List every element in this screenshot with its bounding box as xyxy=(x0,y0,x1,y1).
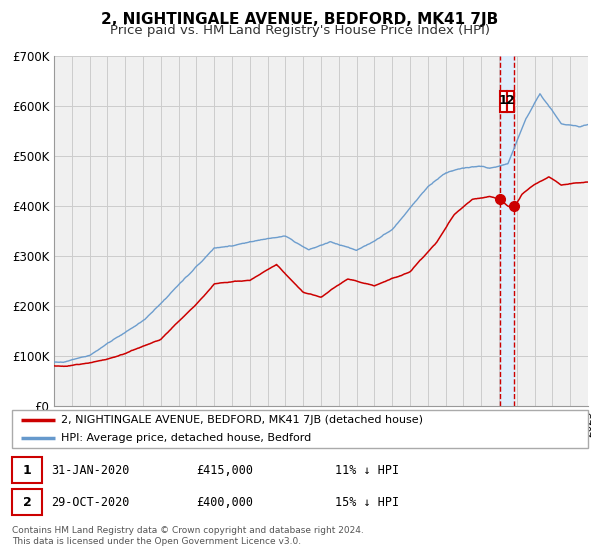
Bar xyxy=(12,457,42,483)
Text: £400,000: £400,000 xyxy=(196,496,253,508)
Text: 2, NIGHTINGALE AVENUE, BEDFORD, MK41 7JB (detached house): 2, NIGHTINGALE AVENUE, BEDFORD, MK41 7JB… xyxy=(61,415,423,425)
Text: 29-OCT-2020: 29-OCT-2020 xyxy=(51,496,130,508)
Text: 2: 2 xyxy=(23,496,31,508)
Text: 2: 2 xyxy=(506,95,515,108)
Text: HPI: Average price, detached house, Bedford: HPI: Average price, detached house, Bedf… xyxy=(61,433,311,443)
Text: 1: 1 xyxy=(499,95,508,108)
Text: 1: 1 xyxy=(23,464,31,477)
Text: £415,000: £415,000 xyxy=(196,464,253,477)
FancyBboxPatch shape xyxy=(506,91,514,111)
Text: 31-JAN-2020: 31-JAN-2020 xyxy=(51,464,130,477)
Text: 11% ↓ HPI: 11% ↓ HPI xyxy=(335,464,398,477)
Bar xyxy=(500,56,514,406)
Bar xyxy=(12,489,42,515)
Text: Price paid vs. HM Land Registry's House Price Index (HPI): Price paid vs. HM Land Registry's House … xyxy=(110,24,490,37)
Text: 2, NIGHTINGALE AVENUE, BEDFORD, MK41 7JB: 2, NIGHTINGALE AVENUE, BEDFORD, MK41 7JB xyxy=(101,12,499,27)
FancyBboxPatch shape xyxy=(500,91,506,111)
Text: 15% ↓ HPI: 15% ↓ HPI xyxy=(335,496,398,508)
Text: Contains HM Land Registry data © Crown copyright and database right 2024.
This d: Contains HM Land Registry data © Crown c… xyxy=(12,526,364,546)
